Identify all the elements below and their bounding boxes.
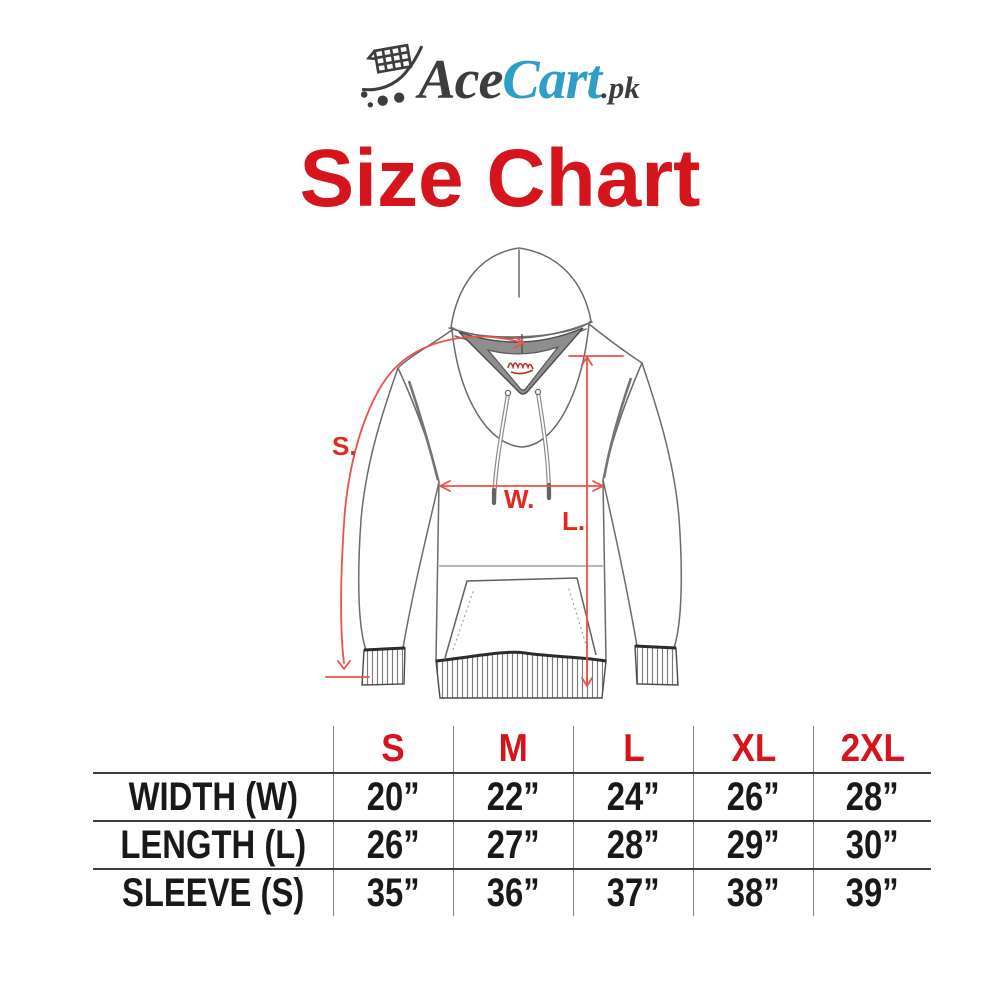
- size-value: 36”: [487, 870, 540, 915]
- value-cell: 39”: [813, 870, 931, 916]
- size-value: 28”: [607, 822, 660, 867]
- chest-logo-scribble: [507, 362, 534, 375]
- table-row-length: LENGTH (L) 26” 27” 28” 29” 30”: [93, 822, 931, 870]
- row-label: SLEEVE (S): [121, 870, 305, 915]
- value-cell: 36”: [453, 870, 573, 916]
- brand-name-cart: Cart: [502, 49, 602, 111]
- size-column-header-xl: XL: [693, 726, 813, 772]
- value-cell: 24”: [573, 774, 693, 820]
- table-row-sleeve: SLEEVE (S) 35” 36” 37” 38” 39”: [93, 870, 931, 916]
- seams: [407, 377, 633, 567]
- value-cell: 35”: [333, 870, 453, 916]
- size-header-label: 2XL: [840, 727, 905, 770]
- size-value: 20”: [367, 774, 420, 819]
- sleeve-measure-label: S.: [332, 431, 357, 461]
- hoodie-outline: [357, 247, 683, 662]
- value-cell: 28”: [573, 822, 693, 868]
- size-value: 22”: [487, 774, 540, 819]
- size-value: 30”: [846, 822, 899, 867]
- size-value: 38”: [727, 870, 780, 915]
- value-cell: 27”: [453, 822, 573, 868]
- table-corner-cell: [93, 726, 333, 772]
- value-cell: 28”: [813, 774, 931, 820]
- size-value: 35”: [367, 870, 420, 915]
- size-column-header-m: M: [453, 726, 573, 772]
- value-cell: 20”: [333, 774, 453, 820]
- value-cell: 26”: [333, 822, 453, 868]
- brand-name-ace: Ace: [418, 49, 503, 111]
- size-column-header-s: S: [333, 726, 453, 772]
- shopping-cart-icon: [361, 43, 424, 108]
- size-value: 37”: [607, 870, 660, 915]
- row-label: WIDTH (W): [128, 774, 298, 819]
- size-table: S M L XL 2XL WIDTH (W) 20” 22” 24” 26” 2…: [93, 726, 931, 916]
- measurement-lines: [325, 335, 624, 687]
- value-cell: 22”: [453, 774, 573, 820]
- size-header-label: XL: [731, 727, 776, 770]
- size-column-header-l: L: [573, 726, 693, 772]
- kangaroo-pocket: [444, 577, 597, 659]
- row-label-cell: LENGTH (L): [93, 822, 333, 868]
- row-label: LENGTH (L): [120, 822, 306, 867]
- size-value: 39”: [846, 870, 899, 915]
- brand-wordmark: AceCart.pk: [418, 52, 640, 108]
- size-header-label: M: [498, 727, 529, 770]
- value-cell: 26”: [693, 774, 813, 820]
- size-value: 28”: [846, 774, 899, 819]
- table-row-width: WIDTH (W) 20” 22” 24” 26” 28”: [93, 774, 931, 822]
- brand-logo: AceCart.pk: [0, 42, 1000, 108]
- size-value: 29”: [727, 822, 780, 867]
- ribbed-bands: [361, 644, 679, 699]
- value-cell: 30”: [813, 822, 931, 868]
- value-cell: 29”: [693, 822, 813, 868]
- size-value: 27”: [487, 822, 540, 867]
- hood-interior: [458, 327, 584, 395]
- size-header-label: L: [622, 727, 645, 770]
- size-table-header-row: S M L XL 2XL: [93, 726, 931, 774]
- width-measure-label: W.: [504, 484, 534, 514]
- size-header-label: S: [381, 727, 406, 770]
- size-value: 24”: [607, 774, 660, 819]
- value-cell: 38”: [693, 870, 813, 916]
- size-value: 26”: [367, 822, 420, 867]
- drawcords: [491, 388, 552, 506]
- row-label-cell: SLEEVE (S): [93, 870, 333, 916]
- page-title: Size Chart: [299, 133, 701, 224]
- size-value: 26”: [727, 774, 780, 819]
- row-label-cell: WIDTH (W): [93, 774, 333, 820]
- brand-tld: .pk: [601, 70, 640, 105]
- size-column-header-2xl: 2XL: [813, 726, 931, 772]
- length-measure-label: L.: [562, 506, 585, 536]
- value-cell: 37”: [573, 870, 693, 916]
